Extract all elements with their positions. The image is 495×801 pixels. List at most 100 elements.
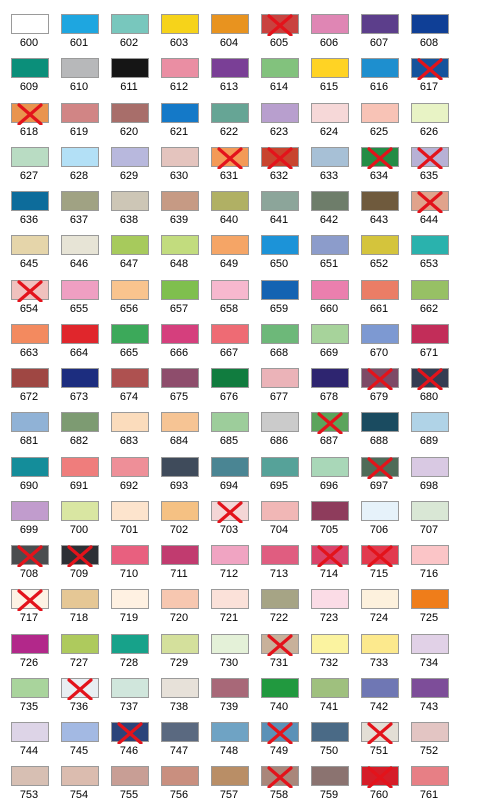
swatch-code-label: 651	[319, 258, 339, 270]
swatch-code-label: 614	[269, 81, 289, 93]
swatch-code-label: 671	[419, 347, 439, 359]
color-swatch	[361, 766, 399, 786]
swatch-code-label: 681	[19, 435, 39, 447]
color-swatch	[261, 235, 299, 255]
color-swatch	[361, 457, 399, 477]
swatch-code-label: 609	[19, 81, 39, 93]
color-swatch	[361, 147, 399, 167]
color-swatch	[11, 235, 49, 255]
swatch-code-label: 710	[119, 568, 139, 580]
color-swatch	[61, 766, 99, 786]
swatch-code-label: 654	[19, 303, 39, 315]
color-swatch	[211, 545, 249, 565]
swatch-code-label: 691	[69, 480, 89, 492]
swatch-code-label: 619	[69, 126, 89, 138]
color-swatch	[211, 678, 249, 698]
swatch-code-label: 677	[269, 391, 289, 403]
color-swatch	[161, 14, 199, 34]
swatch-code-label: 697	[369, 480, 389, 492]
swatch-code-label: 724	[369, 612, 389, 624]
color-swatch	[111, 147, 149, 167]
color-swatch	[311, 103, 349, 123]
swatch-code-label: 666	[169, 347, 189, 359]
swatch-code-label: 672	[19, 391, 39, 403]
swatch-code-label: 643	[369, 214, 389, 226]
swatch-code-label: 695	[269, 480, 289, 492]
swatch-code-label: 727	[69, 657, 89, 669]
swatch-code-label: 634	[369, 170, 389, 182]
swatch-code-label: 731	[269, 657, 289, 669]
color-swatch	[11, 280, 49, 300]
color-swatch	[261, 501, 299, 521]
color-swatch	[361, 103, 399, 123]
color-swatch	[311, 412, 349, 432]
swatch-code-label: 754	[69, 789, 89, 801]
color-swatch	[261, 14, 299, 34]
swatch-code-label: 686	[269, 435, 289, 447]
color-swatch	[311, 766, 349, 786]
color-swatch	[161, 722, 199, 742]
color-swatch	[111, 678, 149, 698]
swatch-code-label: 626	[419, 126, 439, 138]
swatch-code-label: 629	[119, 170, 139, 182]
swatch-code-label: 631	[219, 170, 239, 182]
swatch-code-label: 744	[19, 745, 39, 757]
swatch-code-label: 743	[419, 701, 439, 713]
swatch-code-label: 760	[369, 789, 389, 801]
swatch-code-label: 607	[369, 37, 389, 49]
swatch-code-label: 670	[369, 347, 389, 359]
color-swatch	[311, 368, 349, 388]
color-swatch	[111, 722, 149, 742]
color-swatch	[361, 589, 399, 609]
swatch-code-label: 721	[219, 612, 239, 624]
swatch-code-label: 633	[319, 170, 339, 182]
color-swatch	[61, 678, 99, 698]
color-swatch	[411, 14, 449, 34]
color-swatch	[161, 501, 199, 521]
color-swatch	[211, 191, 249, 211]
swatch-code-label: 683	[119, 435, 139, 447]
swatch-code-label: 664	[69, 347, 89, 359]
swatch-code-label: 700	[69, 524, 89, 536]
swatch-code-label: 682	[69, 435, 89, 447]
swatch-code-label: 714	[319, 568, 339, 580]
swatch-code-label: 680	[419, 391, 439, 403]
swatch-code-label: 620	[119, 126, 139, 138]
swatch-code-label: 610	[69, 81, 89, 93]
color-swatch	[411, 589, 449, 609]
swatch-code-label: 606	[319, 37, 339, 49]
color-swatch	[111, 191, 149, 211]
color-swatch	[411, 103, 449, 123]
color-swatch	[111, 589, 149, 609]
color-swatch	[261, 412, 299, 432]
color-swatch	[161, 280, 199, 300]
swatch-code-label: 735	[19, 701, 39, 713]
swatch-code-label: 708	[19, 568, 39, 580]
color-swatch	[11, 589, 49, 609]
color-swatch	[411, 58, 449, 78]
swatch-code-label: 663	[19, 347, 39, 359]
color-swatch	[61, 722, 99, 742]
swatch-code-label: 627	[19, 170, 39, 182]
color-swatch	[161, 457, 199, 477]
swatch-code-label: 707	[419, 524, 439, 536]
swatch-code-label: 649	[219, 258, 239, 270]
color-swatch	[411, 501, 449, 521]
color-swatch	[161, 103, 199, 123]
color-swatch	[11, 412, 49, 432]
color-swatch	[361, 191, 399, 211]
swatch-code-label: 600	[19, 37, 39, 49]
swatch-code-label: 673	[69, 391, 89, 403]
color-swatch	[361, 368, 399, 388]
color-swatch	[311, 678, 349, 698]
color-swatch	[261, 280, 299, 300]
swatch-code-label: 713	[269, 568, 289, 580]
color-swatch	[311, 501, 349, 521]
swatch-code-label: 741	[319, 701, 339, 713]
swatch-code-label: 757	[219, 789, 239, 801]
color-swatch	[311, 191, 349, 211]
color-swatch	[111, 368, 149, 388]
swatch-code-label: 642	[319, 214, 339, 226]
color-swatch	[411, 678, 449, 698]
swatch-code-label: 703	[219, 524, 239, 536]
